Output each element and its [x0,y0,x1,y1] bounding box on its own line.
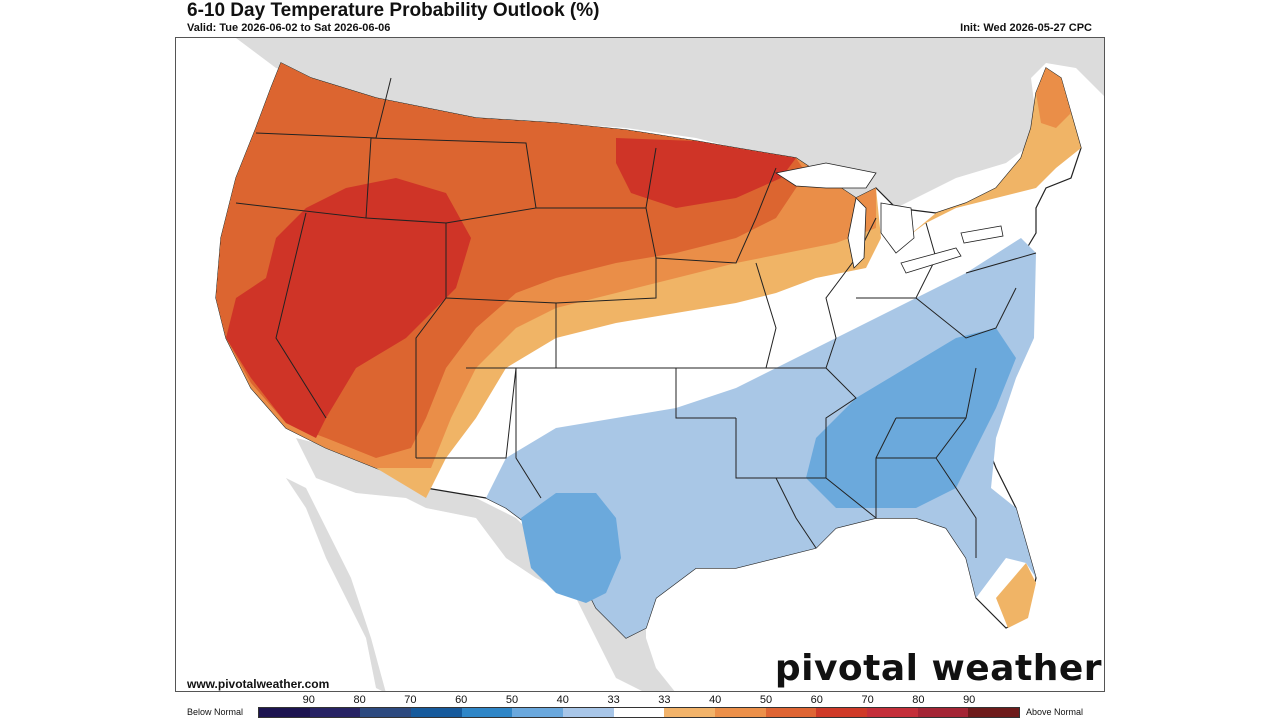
lake-ontario [960,225,1004,244]
legend-swatch [512,708,564,717]
legend-swatch [917,708,969,717]
legend-swatch [968,708,1020,717]
lake-superior [774,162,877,189]
above-normal-60-north [616,138,796,208]
valid-period: Valid: Tue 2026-06-02 to Sat 2026-06-06 [187,22,391,34]
legend-swatch [816,708,868,717]
legend-swatch [867,708,918,717]
legend-tick-label: 33 [658,694,671,706]
legend-tick-label: 50 [759,694,773,706]
legend-swatch [360,708,412,717]
legend-tick-label: 90 [963,694,976,706]
mexico-land [296,438,675,691]
init-time: Init: Wed 2026-05-27 CPC [960,22,1092,34]
legend-swatch [664,708,716,717]
legend-swatch [309,708,361,717]
above-normal-33-northeast [906,68,1081,238]
below-normal-40-texas [521,493,621,603]
lake-michigan [847,197,867,269]
map-title: 6-10 Day Temperature Probability Outlook… [187,0,600,21]
website-url[interactable]: www.pivotalweather.com [187,677,330,691]
above-normal-40-northeast [1036,68,1071,128]
legend-tick-label: 50 [505,694,519,706]
legend-tick-label: 40 [709,694,722,706]
state-boundaries [235,77,1037,558]
legend-swatch [765,708,817,717]
legend-below-label: Below Normal [187,707,244,717]
great-lakes [774,162,1004,274]
legend-tick-label: 70 [404,694,417,706]
legend-swatch [563,708,614,717]
legend-tick-label: 60 [455,694,468,706]
legend-tick-label: 80 [912,694,925,706]
legend-tick-label: 80 [353,694,366,706]
legend-swatch [259,708,310,717]
above-normal-33-florida [996,563,1036,628]
below-normal-33 [486,238,1036,638]
legend-tick-label: 40 [556,694,569,706]
legend-swatch [613,708,665,717]
lake-erie [900,247,962,274]
legend-swatch [411,708,462,717]
lake-huron [880,202,915,254]
legend-tick-label: 60 [810,694,823,706]
brand-logo: pivotal weather [774,648,1102,689]
legend-tick-label: 33 [607,694,620,706]
legend-above-label: Above Normal [1026,707,1084,717]
legend-tick-label: 70 [861,694,874,706]
above-normal-60-west [226,178,471,438]
baja-peninsula [286,478,386,691]
legend-swatch [461,708,513,717]
canada-land [236,38,1104,208]
legend-color-bar [258,707,1020,718]
legend-swatch [715,708,766,717]
map-canvas [176,38,1104,691]
temperature-outlook-map[interactable] [175,37,1105,692]
legend-tick-label: 90 [302,694,315,706]
